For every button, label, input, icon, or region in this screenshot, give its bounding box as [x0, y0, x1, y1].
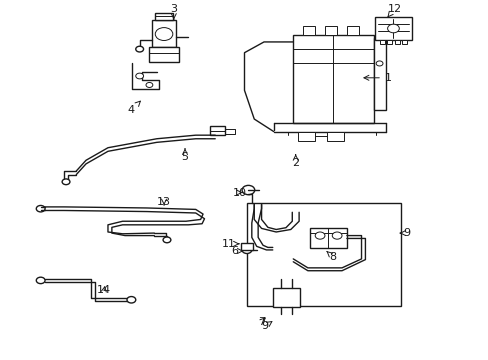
Bar [394, 40, 399, 44]
Circle shape [315, 232, 325, 239]
Text: 3: 3 [170, 4, 177, 19]
Circle shape [136, 73, 143, 79]
Text: 8: 8 [326, 251, 336, 262]
Bar [327, 132, 344, 140]
Text: 13: 13 [157, 197, 171, 207]
Bar [401, 40, 406, 44]
Circle shape [387, 24, 399, 33]
Circle shape [163, 237, 170, 243]
Bar [386, 40, 391, 44]
Circle shape [127, 297, 136, 303]
Circle shape [36, 277, 45, 284]
Circle shape [242, 185, 254, 195]
Bar [241, 243, 253, 250]
Text: 1: 1 [363, 73, 391, 83]
Text: 4: 4 [127, 101, 140, 115]
Bar [310, 228, 346, 248]
Circle shape [242, 246, 251, 253]
Text: 6: 6 [231, 246, 242, 256]
Bar [374, 17, 411, 40]
Circle shape [331, 232, 341, 239]
Circle shape [136, 46, 143, 52]
Text: 2: 2 [291, 155, 299, 168]
Bar [149, 47, 178, 62]
Circle shape [62, 179, 70, 185]
Text: 5: 5 [181, 149, 188, 162]
Bar [303, 26, 315, 35]
Bar [152, 21, 176, 47]
Bar [246, 203, 400, 306]
Bar [210, 126, 224, 135]
Circle shape [155, 28, 172, 41]
Text: 9: 9 [400, 228, 409, 238]
Circle shape [375, 61, 382, 66]
Bar [346, 26, 358, 35]
Bar [272, 288, 299, 307]
Bar [373, 39, 385, 110]
Text: 11: 11 [222, 239, 239, 249]
Bar [293, 35, 373, 123]
Bar [155, 13, 172, 21]
Bar [298, 132, 315, 140]
Circle shape [36, 206, 45, 212]
Bar [379, 40, 384, 44]
Bar [325, 26, 336, 35]
Text: 12: 12 [387, 4, 401, 17]
Text: 14: 14 [97, 285, 111, 296]
Text: 7: 7 [258, 317, 264, 327]
Circle shape [146, 82, 153, 87]
Text: 9: 9 [261, 321, 271, 331]
Text: 10: 10 [232, 188, 246, 198]
